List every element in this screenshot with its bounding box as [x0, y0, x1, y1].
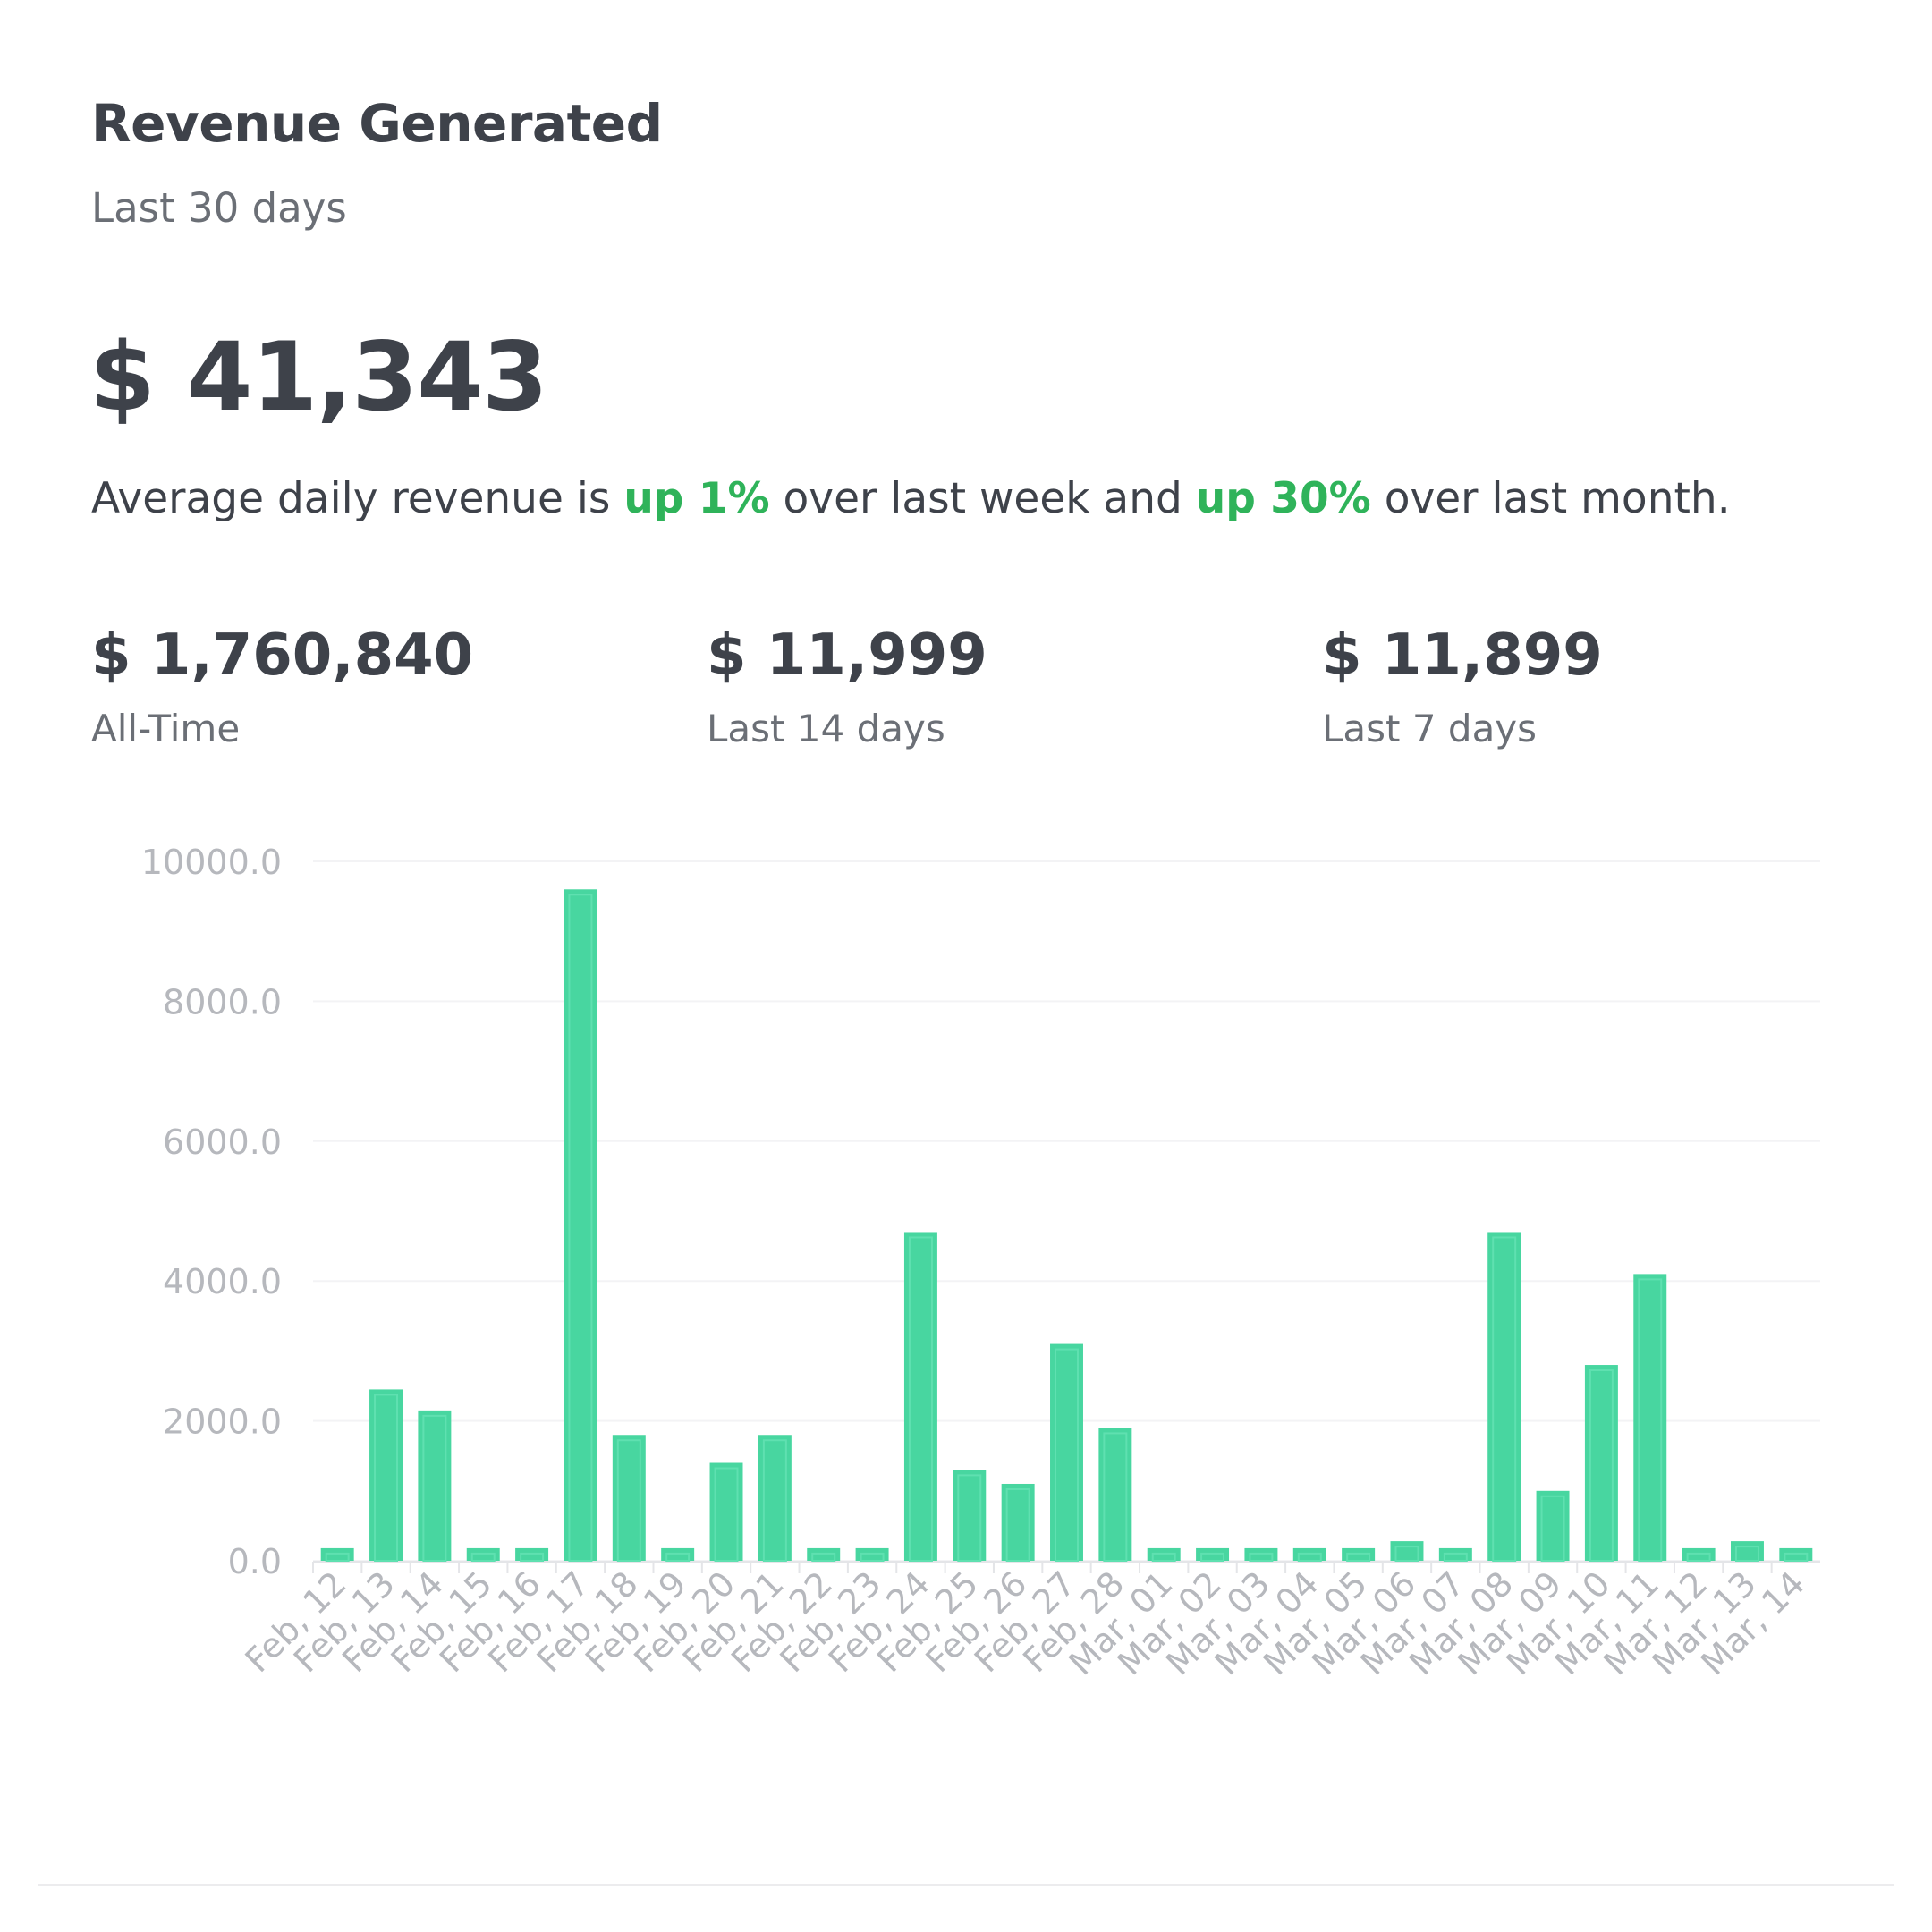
- bar-highlight: [616, 1439, 641, 1562]
- y-tick-label: 0.0: [228, 1542, 282, 1581]
- bar-highlight: [1151, 1552, 1176, 1563]
- card-divider: [38, 1884, 1894, 1886]
- bar-highlight: [1394, 1546, 1419, 1563]
- stat-last-14-days: $ 11,999 Last 14 days: [707, 623, 987, 750]
- bar: [1682, 1547, 1716, 1561]
- stat-last-7-days: $ 11,899 Last 7 days: [1322, 623, 1603, 750]
- y-tick-label: 4000.0: [163, 1262, 282, 1301]
- bar: [515, 1547, 549, 1561]
- bar-highlight: [1346, 1552, 1371, 1563]
- stat-label: Last 7 days: [1322, 707, 1538, 750]
- stat-value: $ 1,760,840: [91, 623, 474, 689]
- y-tick-label: 6000.0: [163, 1123, 282, 1162]
- bar: [1779, 1547, 1813, 1561]
- bar-highlight: [908, 1236, 933, 1562]
- bar-highlight: [422, 1414, 447, 1562]
- bar-highlight: [1249, 1552, 1274, 1563]
- bar-highlight: [1443, 1552, 1468, 1563]
- bar: [661, 1547, 695, 1561]
- summary-prefix: Average daily revenue is: [91, 474, 624, 523]
- bar-highlight: [1784, 1552, 1809, 1563]
- bar: [466, 1547, 500, 1561]
- bar: [1342, 1547, 1376, 1561]
- bar-highlight: [520, 1552, 545, 1563]
- bar: [1438, 1547, 1472, 1561]
- y-tick-label: 10000.0: [141, 843, 282, 882]
- revenue-summary: Average daily revenue is up 1% over last…: [91, 474, 1731, 523]
- month-change: up 30%: [1195, 474, 1371, 523]
- bar-highlight: [1297, 1552, 1322, 1563]
- bar-highlight: [1103, 1432, 1128, 1562]
- revenue-total: $ 41,343: [89, 322, 548, 432]
- bar-highlight: [860, 1552, 885, 1563]
- stat-label: Last 14 days: [707, 707, 945, 750]
- bar-highlight: [1734, 1546, 1759, 1563]
- bar-highlight: [1540, 1495, 1565, 1562]
- week-change: up 1%: [623, 474, 770, 523]
- card-subtitle: Last 30 days: [91, 184, 347, 232]
- bar-highlight: [811, 1552, 836, 1563]
- bar: [320, 1547, 354, 1561]
- stat-value: $ 11,999: [707, 623, 987, 689]
- bar-highlight: [1589, 1369, 1614, 1562]
- bar-highlight: [1005, 1487, 1030, 1562]
- bar-highlight: [957, 1474, 982, 1563]
- y-tick-label: 2000.0: [163, 1402, 282, 1442]
- y-tick-label: 8000.0: [163, 982, 282, 1021]
- stat-label: All-Time: [91, 707, 241, 750]
- bar: [1292, 1547, 1326, 1561]
- bar-highlight: [1200, 1552, 1225, 1563]
- bar: [1147, 1547, 1181, 1561]
- summary-middle: over last week and: [769, 474, 1196, 523]
- stat-value: $ 11,899: [1322, 623, 1603, 689]
- bar-highlight: [1638, 1278, 1663, 1562]
- bar-highlight: [714, 1467, 739, 1563]
- summary-suffix: over last month.: [1370, 474, 1731, 523]
- card-title: Revenue Generated: [91, 93, 663, 154]
- bar-highlight: [1492, 1236, 1517, 1562]
- bar: [855, 1547, 889, 1561]
- bar-highlight: [470, 1552, 496, 1563]
- bar-highlight: [1686, 1552, 1711, 1563]
- bar-highlight: [1055, 1348, 1079, 1563]
- bar-highlight: [374, 1394, 399, 1562]
- stat-all-time: $ 1,760,840 All-Time: [91, 623, 473, 750]
- bar-highlight: [762, 1439, 787, 1562]
- bar: [807, 1547, 841, 1561]
- bar: [1196, 1547, 1230, 1561]
- bar-highlight: [568, 894, 593, 1562]
- bar-highlight: [665, 1552, 691, 1563]
- bar: [1244, 1547, 1278, 1561]
- bar-highlight: [325, 1552, 350, 1563]
